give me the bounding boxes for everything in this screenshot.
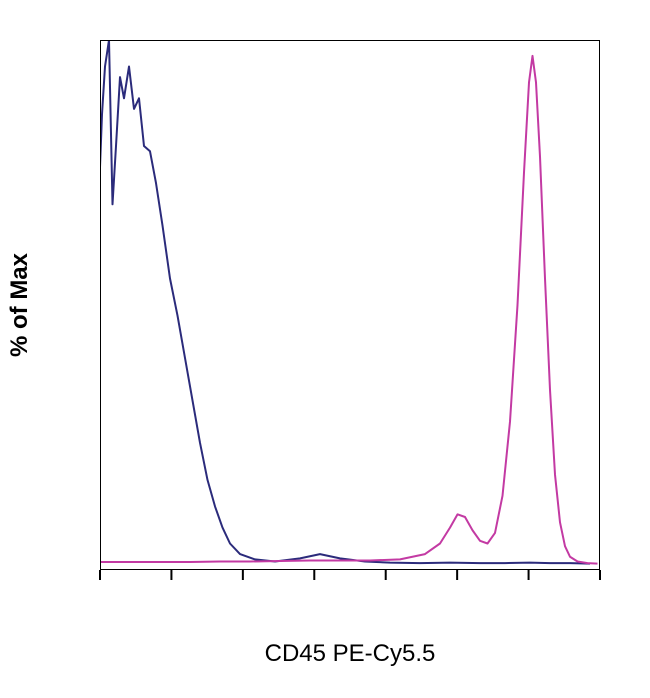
series-control	[100, 40, 590, 564]
x-axis-label: CD45 PE-Cy5.5	[265, 640, 436, 668]
series-stained	[100, 56, 598, 564]
x-ticks	[100, 570, 600, 582]
plot-area	[100, 40, 600, 570]
histogram-svg	[100, 40, 600, 570]
y-axis-label: % of Max	[6, 253, 34, 357]
figure-container: % of Max CD45 PE-Cy5.5	[0, 0, 650, 698]
